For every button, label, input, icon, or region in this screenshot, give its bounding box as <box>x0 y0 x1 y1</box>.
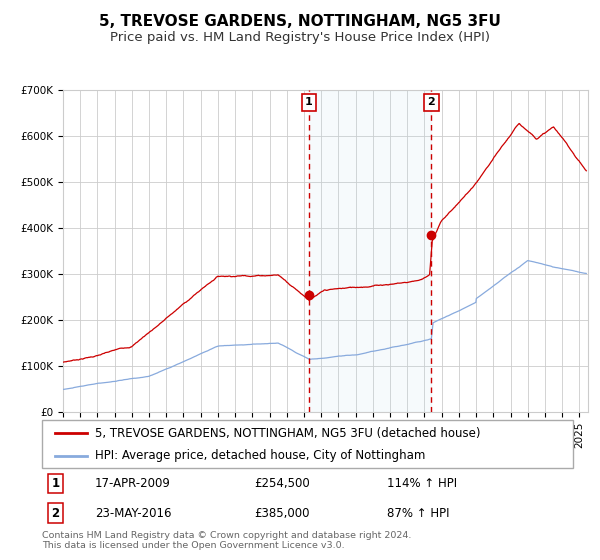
Text: £385,000: £385,000 <box>254 507 310 520</box>
FancyBboxPatch shape <box>42 420 573 468</box>
Text: 17-APR-2009: 17-APR-2009 <box>95 477 171 490</box>
Text: 5, TREVOSE GARDENS, NOTTINGHAM, NG5 3FU: 5, TREVOSE GARDENS, NOTTINGHAM, NG5 3FU <box>99 14 501 29</box>
Text: Price paid vs. HM Land Registry's House Price Index (HPI): Price paid vs. HM Land Registry's House … <box>110 31 490 44</box>
Text: 1: 1 <box>305 97 313 108</box>
Text: 23-MAY-2016: 23-MAY-2016 <box>95 507 172 520</box>
Text: 87% ↑ HPI: 87% ↑ HPI <box>387 507 449 520</box>
Text: 1: 1 <box>51 477 59 490</box>
Text: 2: 2 <box>427 97 435 108</box>
Text: Contains HM Land Registry data © Crown copyright and database right 2024.
This d: Contains HM Land Registry data © Crown c… <box>42 531 412 550</box>
Text: HPI: Average price, detached house, City of Nottingham: HPI: Average price, detached house, City… <box>95 449 425 462</box>
Text: 114% ↑ HPI: 114% ↑ HPI <box>387 477 457 490</box>
Text: £254,500: £254,500 <box>254 477 310 490</box>
Text: 2: 2 <box>51 507 59 520</box>
Bar <box>309 90 431 412</box>
Text: 5, TREVOSE GARDENS, NOTTINGHAM, NG5 3FU (detached house): 5, TREVOSE GARDENS, NOTTINGHAM, NG5 3FU … <box>95 427 481 440</box>
